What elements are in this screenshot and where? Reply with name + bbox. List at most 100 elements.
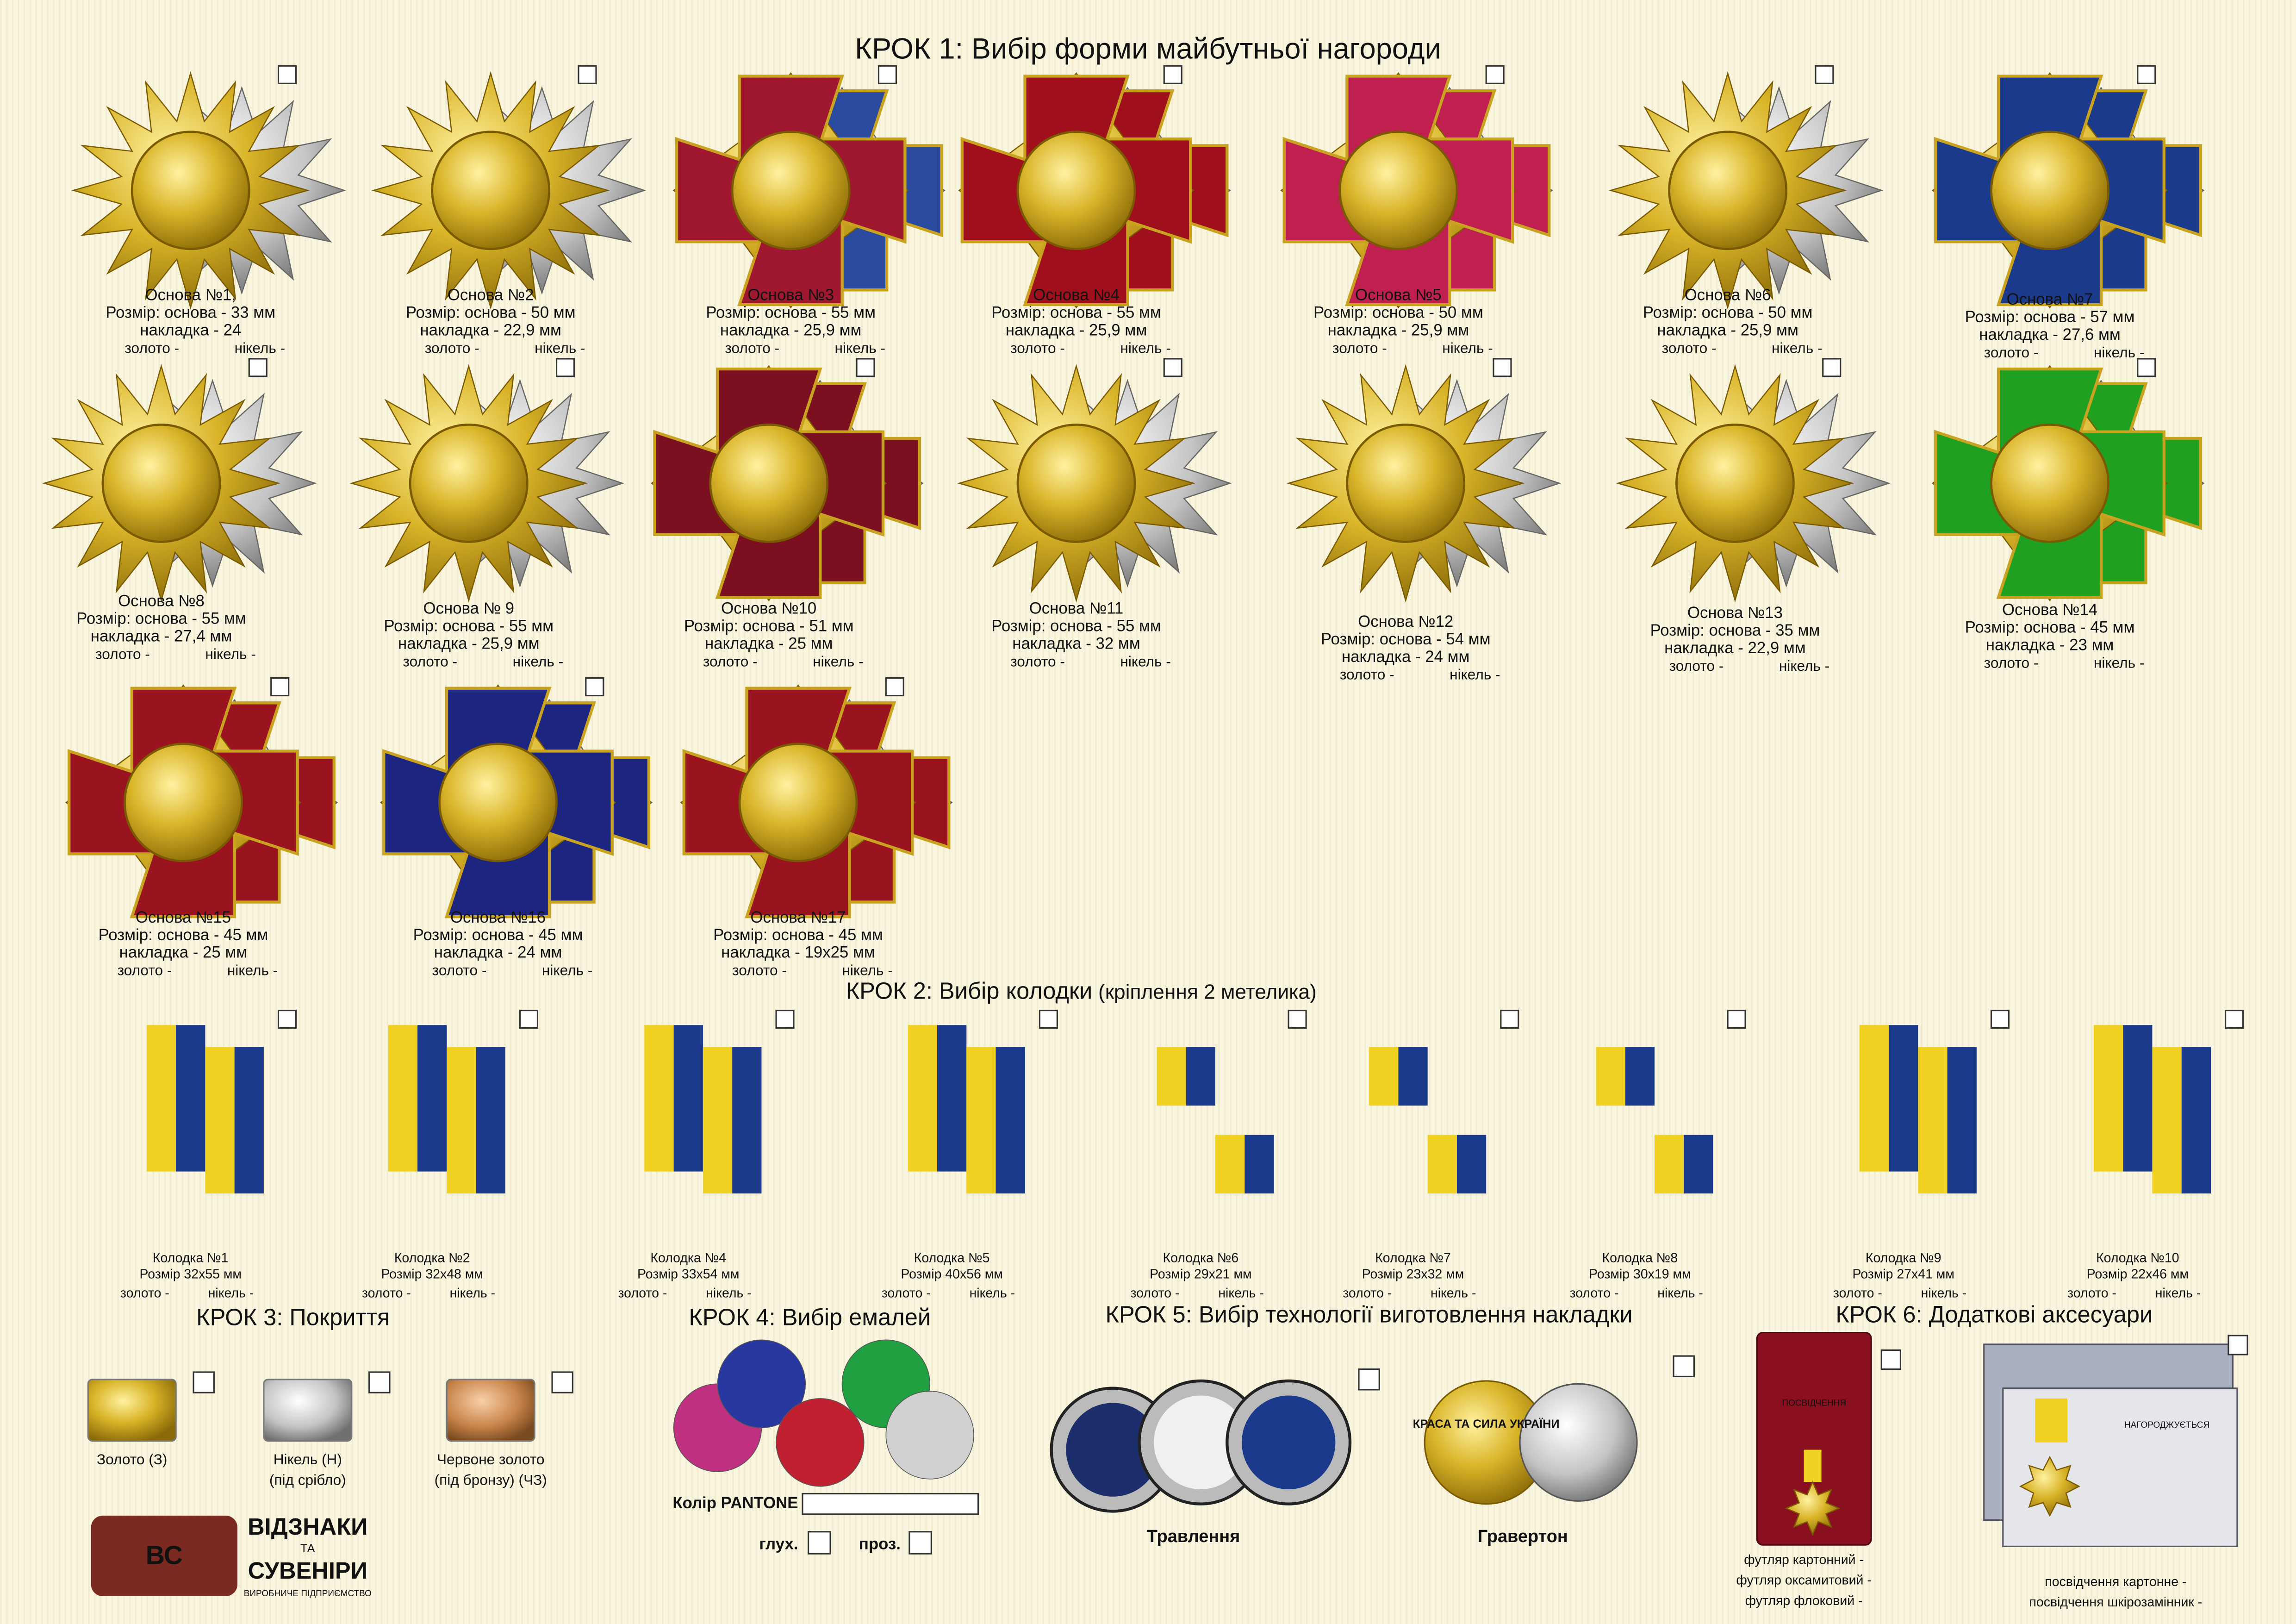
label: нікель - [208, 1286, 254, 1301]
checkbox[interactable] [1822, 358, 1842, 377]
label: накладка - 19х25 мм [721, 944, 875, 962]
label: Колодка №5 [914, 1251, 990, 1266]
medal-center [1668, 131, 1788, 250]
label: Розмір 32х48 мм [381, 1267, 483, 1281]
checkbox[interactable] [2228, 1335, 2248, 1355]
enamel-ball [776, 1398, 865, 1487]
medal-center [1990, 131, 2109, 250]
label: накладка - 25,9 мм [1006, 321, 1147, 339]
label: Розмір: основа - 50 мм [1643, 304, 1813, 321]
checkbox[interactable] [1880, 1349, 1901, 1370]
label: Колодка №2 [394, 1251, 470, 1266]
label: КРОК 6: Додаткові аксесуари [1836, 1301, 2153, 1327]
label: накладка - 27,4 мм [91, 627, 232, 645]
label: ВИРОБНИЧЕ ПІДПРИЄМСТВО [244, 1589, 372, 1599]
label: Колодка №8 [1602, 1251, 1678, 1266]
checkbox[interactable] [808, 1531, 831, 1555]
checkbox[interactable] [1727, 1010, 1746, 1029]
label: накладка - 23 мм [1986, 636, 2114, 654]
label: ВІДЗНАКИ [248, 1513, 367, 1540]
medal-center [709, 423, 829, 543]
ribbon-yellow [703, 1047, 733, 1194]
label: накладка - 25,9 мм [1328, 321, 1469, 339]
label: Розмір: основа - 45 мм [1965, 619, 2135, 637]
cert-ribbon [2035, 1398, 2067, 1443]
label: Розмір: основа - 55 мм [384, 617, 554, 635]
label: золото - [124, 339, 179, 356]
checkbox[interactable] [2137, 65, 2156, 84]
medal-center [409, 423, 529, 543]
label: Колодка №6 [1163, 1251, 1239, 1266]
checkbox[interactable] [551, 1371, 573, 1393]
label: золото - [1984, 654, 2039, 671]
label: нікель - [450, 1286, 495, 1301]
label: Червоне золото [437, 1451, 545, 1468]
label: накладка - 25 мм [119, 944, 248, 962]
ribbon-blue [176, 1025, 205, 1172]
medal-shape [1785, 1480, 1841, 1537]
checkbox[interactable] [1500, 1010, 1519, 1029]
label: КРОК 4: Вибір емалей [689, 1304, 931, 1330]
checkbox[interactable] [270, 677, 290, 697]
medal-center [438, 743, 558, 862]
label: золото - [882, 1286, 931, 1301]
checkbox[interactable] [856, 358, 875, 377]
checkbox[interactable] [1163, 65, 1182, 84]
checkbox[interactable] [578, 65, 597, 84]
medal-shape [2019, 1455, 2081, 1517]
checkbox[interactable] [877, 65, 897, 84]
checkbox[interactable] [248, 358, 268, 377]
label: нікель - [1657, 1286, 1703, 1301]
ribbon-blue [1889, 1025, 1918, 1172]
ribbon-blue [234, 1047, 264, 1194]
label: ТА [300, 1542, 315, 1555]
label: нікель - [205, 645, 255, 662]
medal-center [1346, 423, 1466, 543]
checkbox[interactable] [368, 1371, 391, 1393]
pantone-input[interactable] [802, 1493, 979, 1515]
checkbox[interactable] [885, 677, 904, 697]
checkbox[interactable] [1288, 1010, 1307, 1029]
checkbox[interactable] [1358, 1368, 1380, 1391]
label: Колодка №7 [1375, 1251, 1451, 1266]
label: Основа №17 [750, 909, 846, 926]
checkbox[interactable] [2225, 1010, 2244, 1029]
label: посвідчення шкірозамінник - [2029, 1595, 2203, 1610]
label: Розмір: основа - 45 мм [713, 926, 883, 944]
label: золото - [1010, 339, 1065, 356]
checkbox[interactable] [1673, 1355, 1695, 1377]
label: золото - [618, 1286, 667, 1301]
checkbox[interactable] [555, 358, 575, 377]
checkbox[interactable] [277, 65, 297, 84]
label: накладка - 22,9 мм [420, 321, 561, 339]
label: посвідчення картонне - [2045, 1574, 2186, 1589]
ribbon-yellow [1859, 1025, 1889, 1172]
checkbox[interactable] [1039, 1010, 1058, 1029]
label: накладка - 25 мм [705, 635, 833, 652]
label: нікель - [1779, 657, 1829, 674]
label: нікель - [842, 962, 892, 979]
label: нікель - [706, 1286, 752, 1301]
checkbox[interactable] [775, 1010, 795, 1029]
label: Основа №1, [145, 286, 236, 304]
ribbon-yellow [1157, 1047, 1186, 1106]
checkbox[interactable] [1485, 65, 1505, 84]
label: нікель - [235, 339, 285, 356]
checkbox[interactable] [277, 1010, 297, 1029]
checkbox[interactable] [1163, 358, 1182, 377]
label: Розмір: основа - 45 мм [413, 926, 583, 944]
checkbox[interactable] [519, 1010, 539, 1029]
checkbox[interactable] [193, 1371, 215, 1393]
checkbox[interactable] [1493, 358, 1512, 377]
label: Основа №8 [118, 593, 205, 610]
checkbox[interactable] [908, 1531, 932, 1555]
checkbox[interactable] [1815, 65, 1834, 84]
checkbox[interactable] [2137, 358, 2156, 377]
label: золото - [403, 653, 457, 669]
label: нікель - [2094, 654, 2144, 671]
checkbox[interactable] [1990, 1010, 2010, 1029]
ribbon-yellow [1427, 1135, 1457, 1194]
label: нікель - [2155, 1286, 2201, 1301]
label: золото - [1343, 1286, 1392, 1301]
checkbox[interactable] [585, 677, 604, 697]
